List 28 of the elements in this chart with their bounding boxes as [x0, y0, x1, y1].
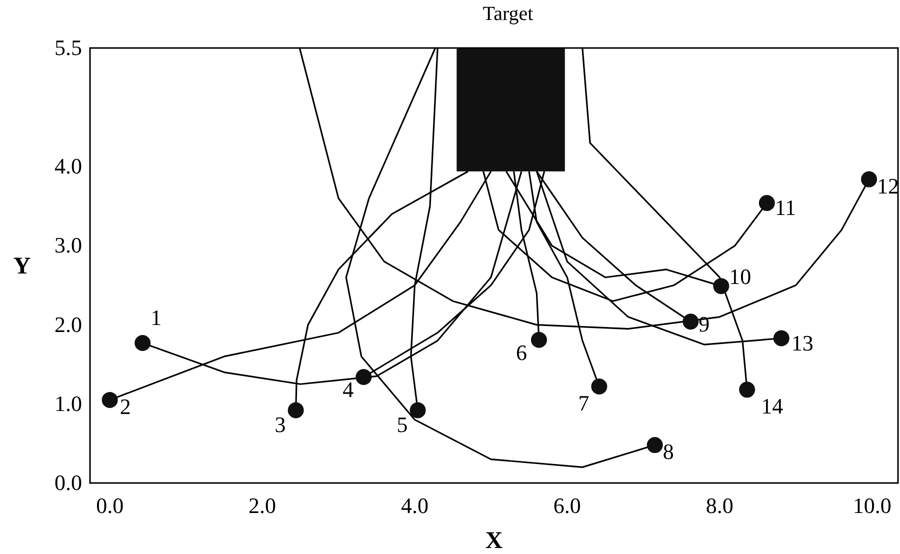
x-tick-label: 6.0	[553, 493, 581, 518]
series-label: 6	[516, 340, 527, 365]
series-label: 8	[662, 439, 674, 464]
x-axis-title: X	[485, 528, 504, 554]
series-label: 13	[791, 330, 814, 356]
y-tick-label: 3.0	[54, 232, 82, 258]
series-label: 12	[877, 173, 900, 198]
x-tick-label: 4.0	[400, 493, 428, 518]
text: Target	[482, 3, 534, 25]
series-label: 10	[729, 264, 752, 290]
series-label: 14	[761, 394, 784, 419]
series-label: 11	[774, 195, 796, 220]
x-tick-label: 2.0	[248, 493, 276, 518]
x-tick-label: 8.0	[706, 493, 734, 518]
x-tick-label: 0.0	[96, 493, 124, 518]
series-label: 1	[150, 305, 162, 330]
series-label: 2	[120, 394, 131, 419]
y-tick-label: 0.0	[54, 470, 82, 495]
x-tick-label: 10.0	[852, 493, 892, 518]
y-tick-label: 2.0	[54, 312, 82, 337]
series-label: 3	[274, 412, 286, 438]
series-label: 7	[578, 390, 590, 416]
y-tick-label: 5.5	[54, 35, 82, 60]
series-label: 5	[396, 412, 408, 438]
series-label: 4	[342, 377, 354, 402]
y-axis-title: Y	[13, 254, 31, 280]
y-tick-label: 4.0	[54, 154, 82, 179]
y-tick-label: 1.0	[54, 390, 82, 416]
